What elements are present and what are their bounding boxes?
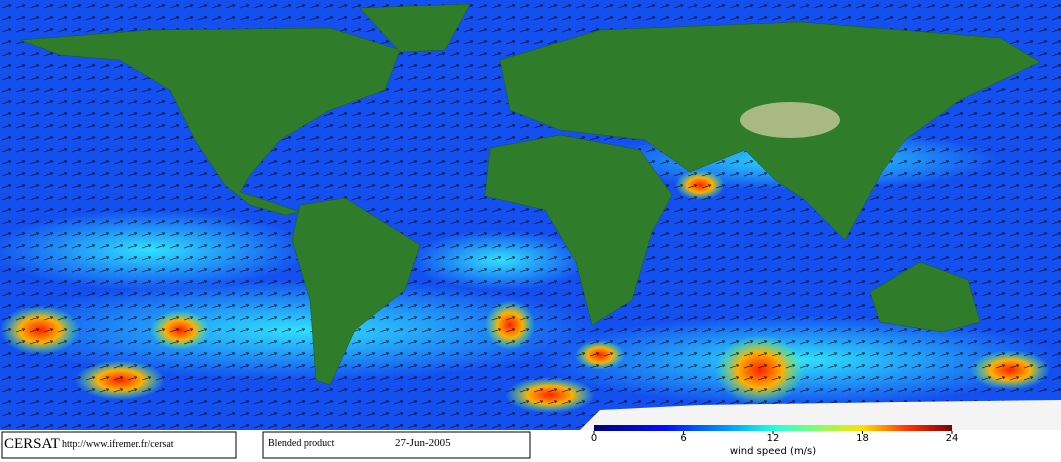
footer: CERSAT http://www.ifremer.fr/cersat Blen… [1,425,952,459]
colorbar-label: wind speed (m/s) [730,446,816,457]
date: 27-Jun-2005 [395,437,451,449]
product: Blended product [268,438,335,449]
colorbar [594,425,952,431]
product-box [262,431,531,459]
url: http://www.ifremer.fr/cersat [62,439,174,450]
logo: CERSAT [4,436,60,452]
colorbar-tick-label: 0 [591,433,597,444]
colorbar-tick-label: 18 [856,433,869,444]
colorbar-tick-label: 24 [946,433,959,444]
logo-box [1,431,237,459]
map [0,0,1061,430]
colorbar-tick-label: 6 [680,433,686,444]
colorbar-tick-label: 12 [767,433,780,444]
